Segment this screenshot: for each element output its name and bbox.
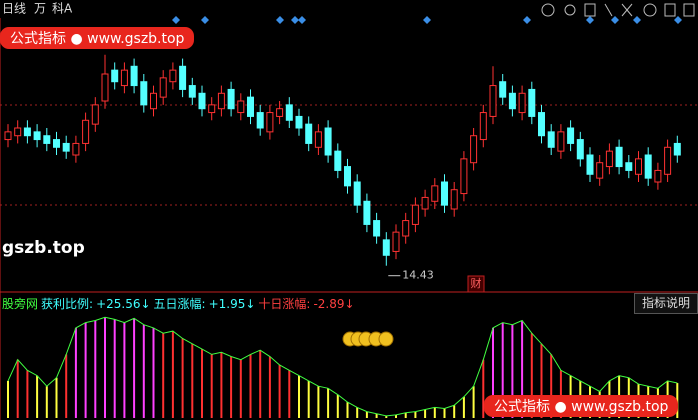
candle-body	[625, 162, 633, 171]
candle-body	[576, 139, 584, 160]
candle-body	[596, 162, 604, 179]
indicator-help-button[interactable]: 指标说明	[634, 293, 698, 314]
toolbar-icons	[541, 3, 695, 17]
toolbar-item[interactable]: 科A	[52, 2, 73, 16]
candle-body	[82, 119, 90, 144]
candle-body	[33, 131, 41, 141]
candle-body	[101, 73, 109, 102]
coin-icon	[378, 331, 394, 347]
candle-body	[305, 123, 313, 144]
candle-body	[295, 115, 303, 129]
candle-body	[538, 112, 545, 137]
toolbar-item[interactable]: 万	[34, 2, 46, 16]
candle-body	[130, 65, 138, 87]
candle-body	[62, 142, 70, 152]
candle-body	[508, 92, 516, 110]
candle-body	[179, 65, 187, 90]
candle-body	[547, 131, 555, 148]
candle-body	[111, 69, 119, 83]
badge-url: www.gszb.top	[571, 399, 669, 415]
watermark-badge: 公式指标 ● www.gszb.top	[484, 395, 679, 417]
candle-body	[169, 69, 177, 83]
marker: 财	[471, 276, 482, 290]
candle-body	[489, 85, 497, 117]
candle-body	[450, 189, 458, 210]
period[interactable]: 日线	[2, 2, 26, 16]
badge-text: 公式指标	[494, 399, 550, 415]
candle-body	[43, 135, 51, 144]
candle-body	[276, 108, 284, 117]
candle-body	[91, 104, 99, 125]
candle-body	[528, 88, 536, 117]
candle-body	[344, 166, 351, 187]
indicator-title: 股旁网	[2, 297, 39, 311]
candle-body	[217, 92, 225, 110]
marker-box	[467, 275, 485, 293]
candle-body	[198, 92, 206, 110]
candle-body	[150, 92, 157, 110]
candle-body	[392, 231, 400, 252]
candle-body	[382, 239, 390, 256]
stat-label: 十日涨幅:	[258, 297, 311, 311]
candle-body	[460, 158, 468, 195]
candle-body	[557, 131, 565, 152]
candle-body	[353, 181, 361, 206]
candle-body	[314, 131, 322, 148]
candle-body	[159, 77, 167, 98]
stat-label: 获利比例:	[41, 297, 94, 311]
candle-body	[615, 146, 623, 168]
candle-body	[654, 169, 662, 183]
candle-body	[256, 112, 264, 129]
candle-body	[605, 150, 613, 168]
candle-body	[402, 220, 410, 237]
candle-body	[635, 158, 642, 175]
candle-body	[120, 69, 128, 87]
candle-body	[586, 154, 594, 175]
candle-body	[53, 139, 60, 148]
stat-value: +1.95↓	[208, 297, 256, 311]
candle-body	[237, 100, 245, 114]
candle-body	[441, 181, 448, 206]
candle-body	[4, 131, 12, 141]
stat-value: +25.56↓	[96, 297, 151, 311]
candle-body	[208, 104, 216, 114]
candle-body	[227, 88, 235, 110]
stat-value: -2.89↓	[313, 297, 355, 311]
indicator-line	[7, 316, 678, 417]
candle-body	[324, 127, 332, 156]
candle-body	[140, 81, 148, 106]
candle-body	[644, 154, 652, 179]
indicator-header: 股旁网 获利比例: +25.56↓ 五日涨幅: +1.95↓ 十日涨幅: -2.89↓	[2, 295, 358, 312]
watermark-badge: 公式指标 ● www.gszb.top	[0, 27, 195, 49]
candle-body	[373, 220, 381, 237]
candle-body	[285, 104, 293, 121]
badge-text: 公式指标	[10, 31, 66, 47]
signal-diamonds	[172, 16, 682, 24]
candle-body	[431, 185, 439, 202]
candle-body	[72, 142, 80, 156]
candle-body	[518, 92, 526, 114]
badge-url: www.gszb.top	[87, 31, 185, 47]
candle-body	[334, 150, 342, 171]
candle-body	[23, 127, 31, 137]
stat-label: 五日涨幅:	[153, 297, 206, 311]
candle-body	[479, 112, 487, 141]
candle-body	[567, 127, 575, 144]
candle-body	[421, 196, 429, 210]
watermark-site: gszb.top	[2, 238, 85, 258]
candle-body	[411, 204, 419, 225]
candle-body	[14, 127, 22, 137]
candle-body	[247, 96, 254, 117]
low-annotation: 14.43	[402, 269, 434, 282]
candle-body	[188, 85, 196, 98]
candle-body	[673, 142, 681, 156]
candle-body	[266, 112, 274, 133]
candle-body	[664, 146, 672, 175]
candle-body	[470, 135, 478, 164]
candle-body	[363, 200, 371, 225]
candle-body	[499, 81, 507, 98]
